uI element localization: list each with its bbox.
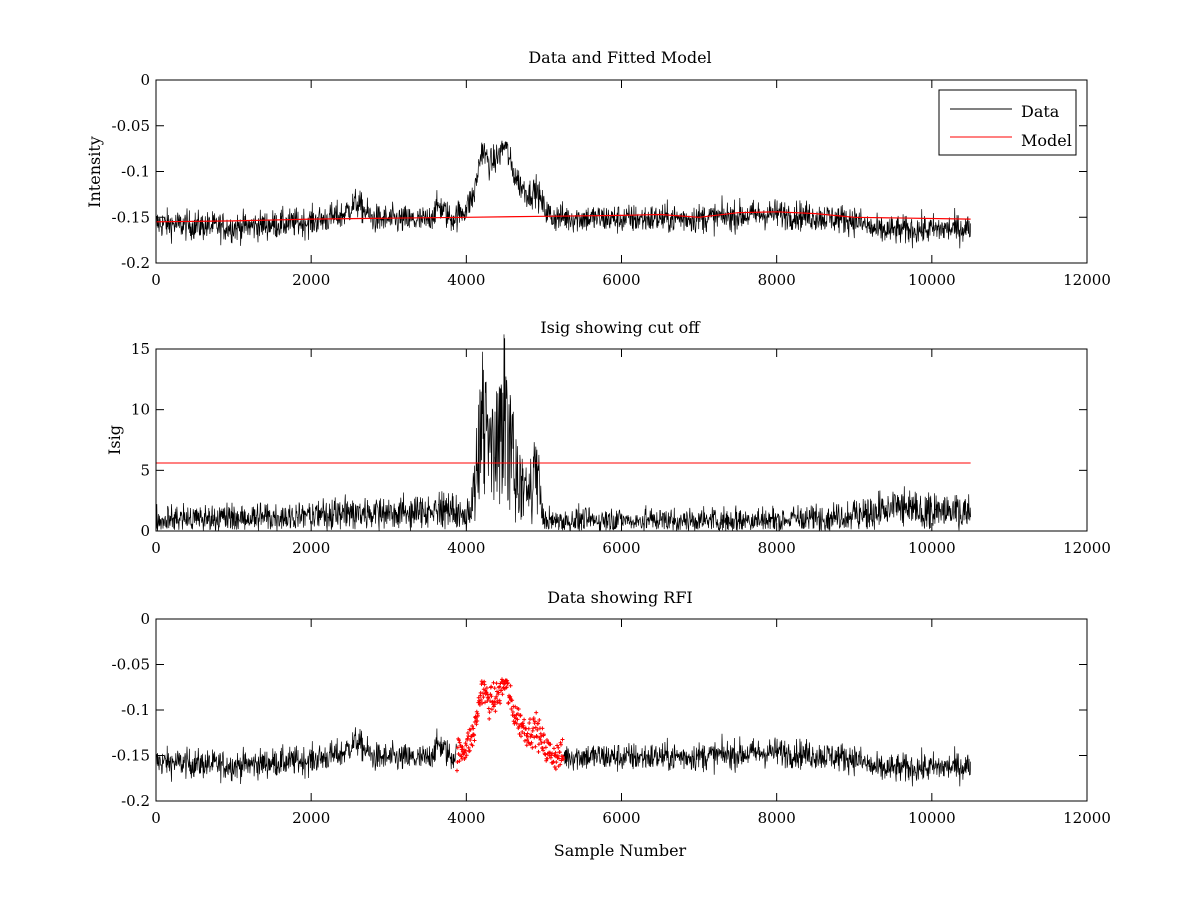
series-rfi-points — [455, 677, 566, 773]
x-tick-label: 2000 — [292, 539, 330, 557]
y-tick-label: 5 — [140, 461, 150, 479]
x-tick-label: 2000 — [292, 809, 330, 827]
y-tick-label: 10 — [131, 401, 150, 419]
y-tick-label: -0.1 — [121, 163, 150, 181]
x-tick-label: 10000 — [908, 539, 956, 557]
x-tick-label: 6000 — [602, 809, 640, 827]
x-tick-label: 0 — [151, 539, 161, 557]
y-tick-label: -0.2 — [121, 254, 150, 272]
y-tick-label: -0.15 — [112, 747, 150, 765]
x-tick-label: 4000 — [447, 809, 485, 827]
series-isig-line — [155, 334, 971, 532]
y-tick-label: -0.05 — [112, 117, 150, 135]
rfi-markers — [455, 677, 566, 773]
x-tick-label: 10000 — [908, 809, 956, 827]
y-tick-label: -0.2 — [121, 792, 150, 810]
y-axis-label: Isig — [105, 425, 124, 455]
x-tick-label: 8000 — [758, 809, 796, 827]
x-tick-label: 6000 — [602, 271, 640, 289]
x-tick-label: 4000 — [447, 539, 485, 557]
x-tick-label: 12000 — [1063, 539, 1111, 557]
chart-title: Isig showing cut off — [540, 318, 701, 337]
series-data-line — [155, 140, 971, 249]
y-tick-label: 0 — [140, 71, 150, 89]
x-tick-label: 4000 — [447, 271, 485, 289]
y-tick-label: -0.05 — [112, 656, 150, 674]
plot-area — [155, 140, 971, 249]
x-axis-label: Sample Number — [554, 841, 687, 860]
axis-ticks: 0 2000 4000 6000 8000 10000 12000 -0.2 -0.15 -0.1… — [112, 610, 1111, 827]
y-tick-label: 15 — [131, 340, 150, 358]
chart-title: Data and Fitted Model — [528, 48, 711, 67]
panel-isig-showing-cut-off: Isig showing cut off Isig 0 2000 4000 6000 8… — [105, 318, 1111, 557]
axis-ticks: 0 2000 4000 6000 8000 10000 12000 -0.2 -0.15 -0.1… — [112, 71, 1111, 289]
legend: Data Model — [938, 89, 1077, 156]
x-tick-label: 12000 — [1063, 809, 1111, 827]
plot-area — [155, 334, 971, 532]
x-tick-label: 6000 — [602, 539, 640, 557]
y-axis-label: Intensity — [85, 136, 104, 208]
x-tick-label: 0 — [151, 271, 161, 289]
chart-title: Data showing RFI — [547, 588, 692, 607]
legend-model-label: Model — [1021, 131, 1072, 150]
y-tick-label: -0.1 — [121, 701, 150, 719]
legend-box — [938, 89, 1077, 156]
y-tick-label: 0 — [140, 522, 150, 540]
x-tick-label: 2000 — [292, 271, 330, 289]
legend-data-label: Data — [1021, 102, 1060, 121]
x-tick-label: 12000 — [1063, 271, 1111, 289]
y-tick-label: -0.15 — [112, 208, 150, 226]
panel-data-and-fitted-model: Data and Fitted Model Intensity 0 2000 400… — [85, 48, 1111, 289]
y-tick-label: 0 — [140, 610, 150, 628]
panel-data-showing-rfi: Data showing RFI Sample Number 0 2000 4000… — [112, 588, 1111, 860]
plot-area — [155, 677, 971, 787]
x-tick-label: 10000 — [908, 271, 956, 289]
series-data-line — [155, 727, 971, 787]
x-tick-label: 8000 — [758, 271, 796, 289]
x-tick-label: 8000 — [758, 539, 796, 557]
x-tick-label: 0 — [151, 809, 161, 827]
series-model-line — [155, 211, 971, 223]
axis-ticks: 0 2000 4000 6000 8000 10000 12000 0 5 10 15 — [131, 340, 1111, 557]
